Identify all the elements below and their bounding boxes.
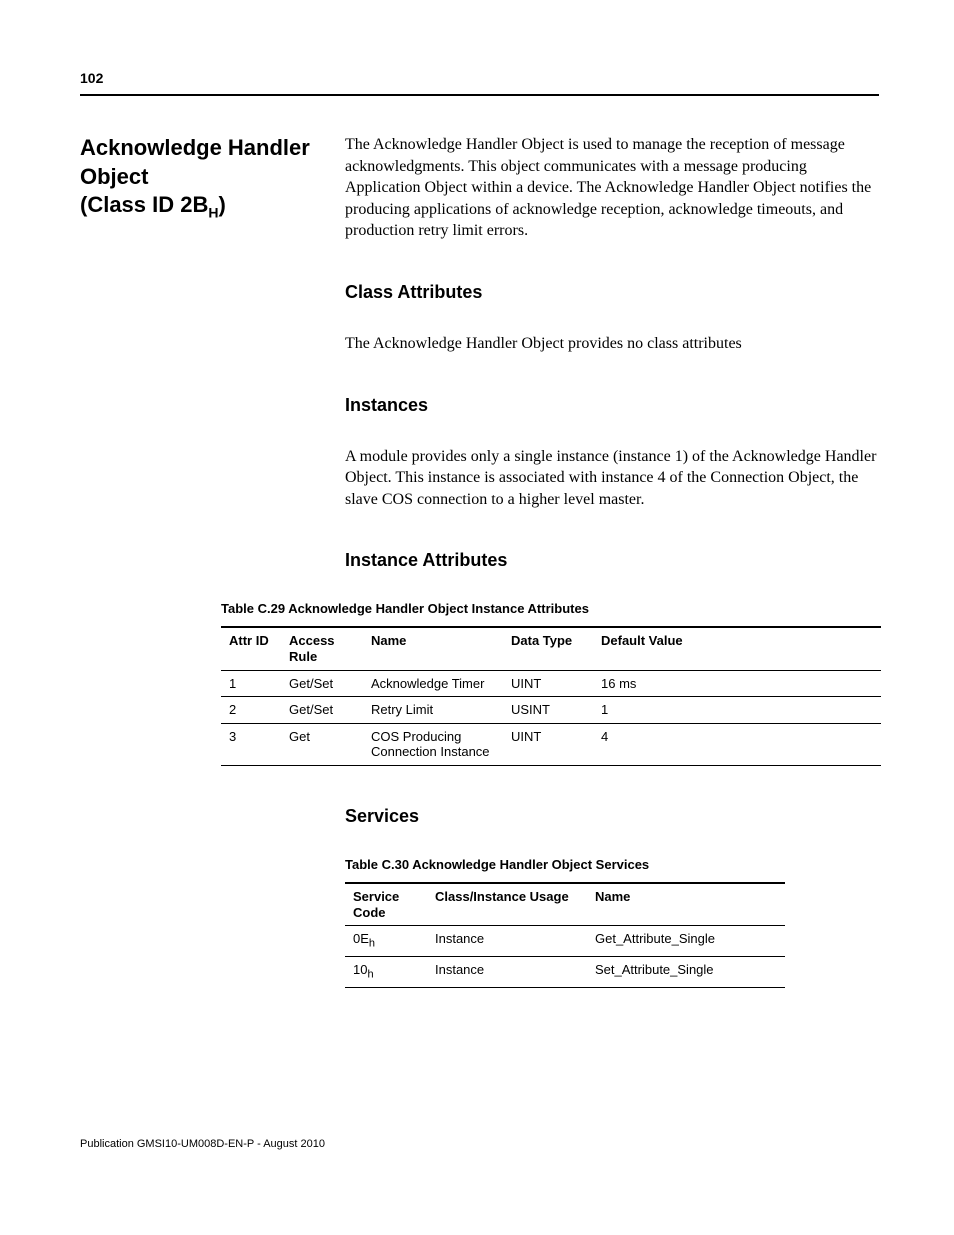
table-cell: COS Producing Connection Instance: [363, 723, 503, 765]
table-cell: 3: [221, 723, 281, 765]
table-header-row: Attr ID Access Rule Name Data Type Defau…: [221, 627, 881, 670]
table-cell: Instance: [427, 926, 587, 957]
table-header: Data Type: [503, 627, 593, 670]
table-cell: 4: [593, 723, 881, 765]
table-cell: Acknowledge Timer: [363, 670, 503, 697]
code-value: 10: [353, 962, 367, 977]
section-title-line2c: ): [219, 192, 226, 217]
table-cell: UINT: [503, 670, 593, 697]
table-cell: Get: [281, 723, 363, 765]
class-attributes-heading: Class Attributes: [345, 282, 881, 303]
table-row: 1 Get/Set Acknowledge Timer UINT 16 ms: [221, 670, 881, 697]
table-header: Attr ID: [221, 627, 281, 670]
intro-paragraph: The Acknowledge Handler Object is used t…: [345, 134, 881, 242]
table-cell: 1: [593, 697, 881, 724]
table-row: 10h Instance Set_Attribute_Single: [345, 956, 785, 987]
table-cell: Get/Set: [281, 670, 363, 697]
table-cell: Get_Attribute_Single: [587, 926, 785, 957]
two-column-layout: Acknowledge Handler Object (Class ID 2BH…: [80, 134, 879, 1028]
table2-caption: Table C.30 Acknowledge Handler Object Se…: [345, 857, 881, 872]
table-header: Name: [587, 883, 785, 926]
services-table: Service Code Class/Instance Usage Name 0…: [345, 882, 785, 988]
code-value: 0E: [353, 931, 369, 946]
services-heading: Services: [345, 806, 881, 827]
table-cell: Retry Limit: [363, 697, 503, 724]
instances-text: A module provides only a single instance…: [345, 446, 881, 511]
right-column: The Acknowledge Handler Object is used t…: [345, 134, 881, 1028]
table-header: Service Code: [345, 883, 427, 926]
code-subscript: h: [367, 968, 373, 980]
table-row: 3 Get COS Producing Connection Instance …: [221, 723, 881, 765]
table-cell: 2: [221, 697, 281, 724]
table-cell: 1: [221, 670, 281, 697]
table-header: Class/Instance Usage: [427, 883, 587, 926]
instance-attributes-heading: Instance Attributes: [345, 550, 881, 571]
class-attributes-text: The Acknowledge Handler Object provides …: [345, 333, 881, 355]
top-horizontal-rule: [80, 94, 879, 96]
instances-heading: Instances: [345, 395, 881, 416]
section-title: Acknowledge Handler Object (Class ID 2BH…: [80, 134, 310, 222]
table-cell: 0Eh: [345, 926, 427, 957]
section-title-subscript: H: [208, 205, 218, 221]
table1-caption: Table C.29 Acknowledge Handler Object In…: [221, 601, 881, 616]
table-header: Access Rule: [281, 627, 363, 670]
table-header: Name: [363, 627, 503, 670]
instance-attributes-table: Attr ID Access Rule Name Data Type Defau…: [221, 626, 881, 766]
table-cell: USINT: [503, 697, 593, 724]
section-title-line2a: (Class ID 2B: [80, 192, 208, 217]
table-header-row: Service Code Class/Instance Usage Name: [345, 883, 785, 926]
table-header: Default Value: [593, 627, 881, 670]
table-cell: Set_Attribute_Single: [587, 956, 785, 987]
page-number: 102: [80, 70, 879, 86]
table-row: 0Eh Instance Get_Attribute_Single: [345, 926, 785, 957]
section-title-line1: Acknowledge Handler Object: [80, 135, 310, 189]
table-row: 2 Get/Set Retry Limit USINT 1: [221, 697, 881, 724]
table-cell: UINT: [503, 723, 593, 765]
table-cell: 10h: [345, 956, 427, 987]
code-subscript: h: [369, 938, 375, 950]
page-footer: Publication GMSI10-UM008D-EN-P - August …: [80, 1138, 879, 1150]
table-cell: Instance: [427, 956, 587, 987]
table-cell: 16 ms: [593, 670, 881, 697]
left-column: Acknowledge Handler Object (Class ID 2BH…: [80, 134, 310, 222]
table-cell: Get/Set: [281, 697, 363, 724]
